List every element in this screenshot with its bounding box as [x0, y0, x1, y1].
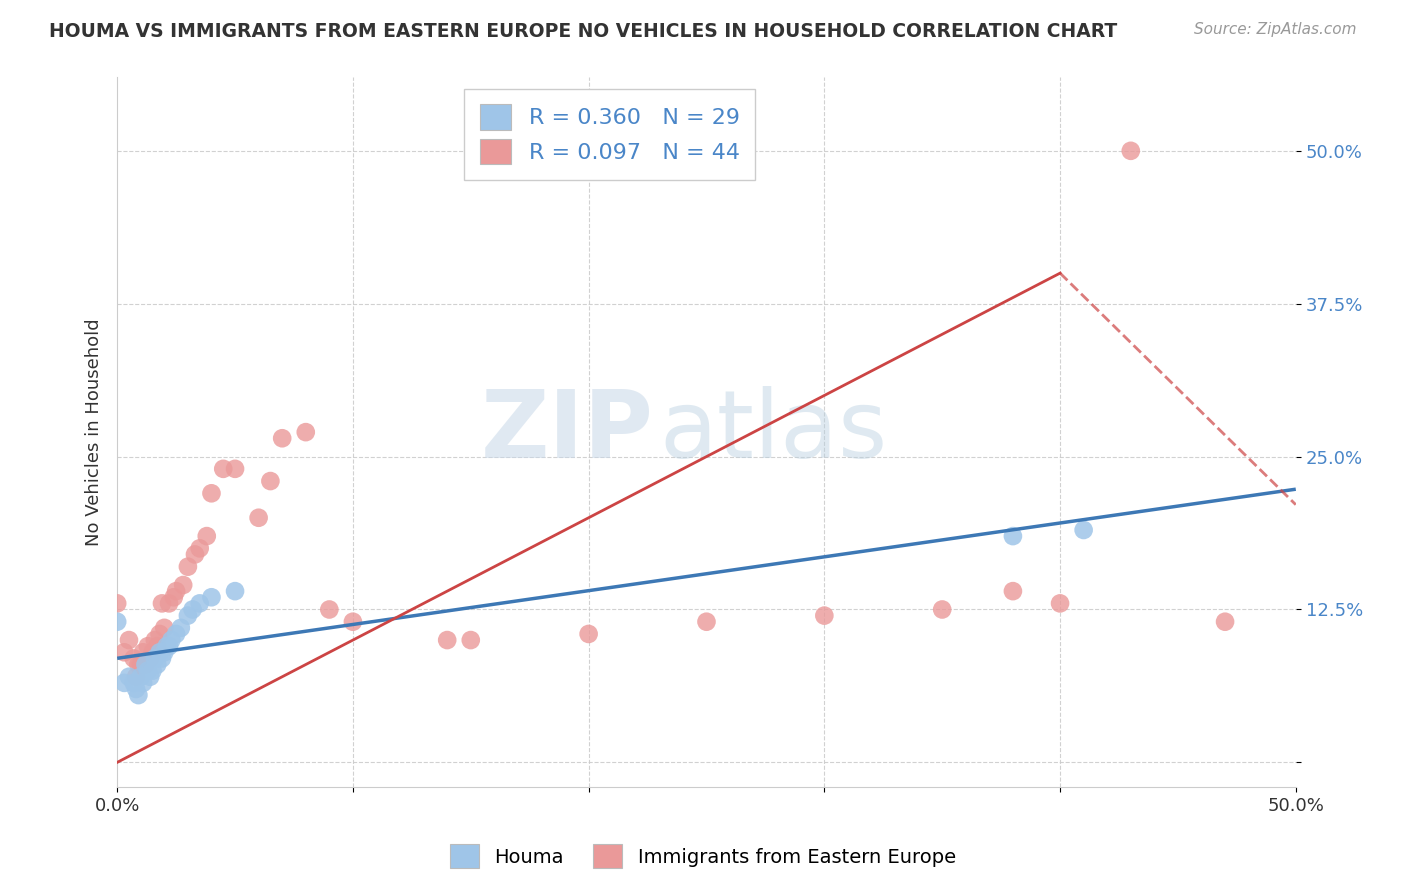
Point: [342, 615, 364, 629]
Point: [1119, 144, 1142, 158]
Point: [165, 584, 187, 599]
Point: [139, 670, 162, 684]
Point: [184, 548, 207, 562]
Point: [578, 627, 600, 641]
Point: [1073, 523, 1095, 537]
Point: [118, 633, 141, 648]
Point: [294, 425, 316, 439]
Point: [125, 670, 148, 684]
Point: [153, 621, 176, 635]
Point: [136, 639, 159, 653]
Point: [125, 681, 148, 696]
Point: [122, 651, 145, 665]
Point: [143, 651, 166, 665]
Point: [318, 602, 340, 616]
Point: [149, 645, 172, 659]
Y-axis label: No Vehicles in Household: No Vehicles in Household: [86, 318, 103, 546]
Point: [177, 559, 200, 574]
Point: [188, 596, 211, 610]
Point: [150, 596, 173, 610]
Point: [200, 486, 222, 500]
Point: [129, 657, 152, 672]
Point: [132, 645, 155, 659]
Point: [200, 591, 222, 605]
Text: ZIP: ZIP: [481, 386, 654, 478]
Point: [141, 645, 163, 659]
Point: [695, 615, 717, 629]
Point: [156, 639, 179, 653]
Point: [157, 639, 180, 653]
Point: [146, 639, 169, 653]
Point: [188, 541, 211, 556]
Point: [105, 615, 128, 629]
Point: [163, 591, 186, 605]
Point: [160, 633, 183, 648]
Point: [134, 657, 156, 672]
Point: [259, 474, 281, 488]
Point: [177, 608, 200, 623]
Point: [146, 657, 169, 672]
Point: [271, 431, 294, 445]
Point: [1213, 615, 1236, 629]
Point: [112, 676, 135, 690]
Point: [127, 688, 149, 702]
Point: [170, 621, 193, 635]
Point: [132, 676, 155, 690]
Point: [931, 602, 953, 616]
Point: [1001, 529, 1024, 543]
Point: [212, 462, 235, 476]
Point: [1049, 596, 1071, 610]
Point: [136, 664, 159, 678]
Point: [181, 602, 204, 616]
Text: HOUMA VS IMMIGRANTS FROM EASTERN EUROPE NO VEHICLES IN HOUSEHOLD CORRELATION CHA: HOUMA VS IMMIGRANTS FROM EASTERN EUROPE …: [49, 22, 1118, 41]
Point: [150, 651, 173, 665]
Point: [195, 529, 218, 543]
Point: [813, 608, 835, 623]
Legend: Houma, Immigrants from Eastern Europe: Houma, Immigrants from Eastern Europe: [440, 835, 966, 878]
Point: [141, 664, 163, 678]
Point: [129, 670, 152, 684]
Point: [224, 584, 246, 599]
Point: [127, 657, 149, 672]
Point: [112, 645, 135, 659]
Point: [247, 510, 270, 524]
Point: [122, 676, 145, 690]
Point: [105, 596, 128, 610]
Point: [153, 645, 176, 659]
Point: [143, 633, 166, 648]
Point: [118, 670, 141, 684]
Point: [172, 578, 194, 592]
Point: [1001, 584, 1024, 599]
Point: [157, 596, 180, 610]
Text: atlas: atlas: [659, 386, 887, 478]
Point: [134, 657, 156, 672]
Text: Source: ZipAtlas.com: Source: ZipAtlas.com: [1194, 22, 1357, 37]
Point: [436, 633, 458, 648]
Point: [149, 627, 172, 641]
Point: [165, 627, 187, 641]
Point: [224, 462, 246, 476]
Point: [460, 633, 482, 648]
Point: [139, 651, 162, 665]
Legend: R = 0.360   N = 29, R = 0.097   N = 44: R = 0.360 N = 29, R = 0.097 N = 44: [464, 88, 755, 180]
